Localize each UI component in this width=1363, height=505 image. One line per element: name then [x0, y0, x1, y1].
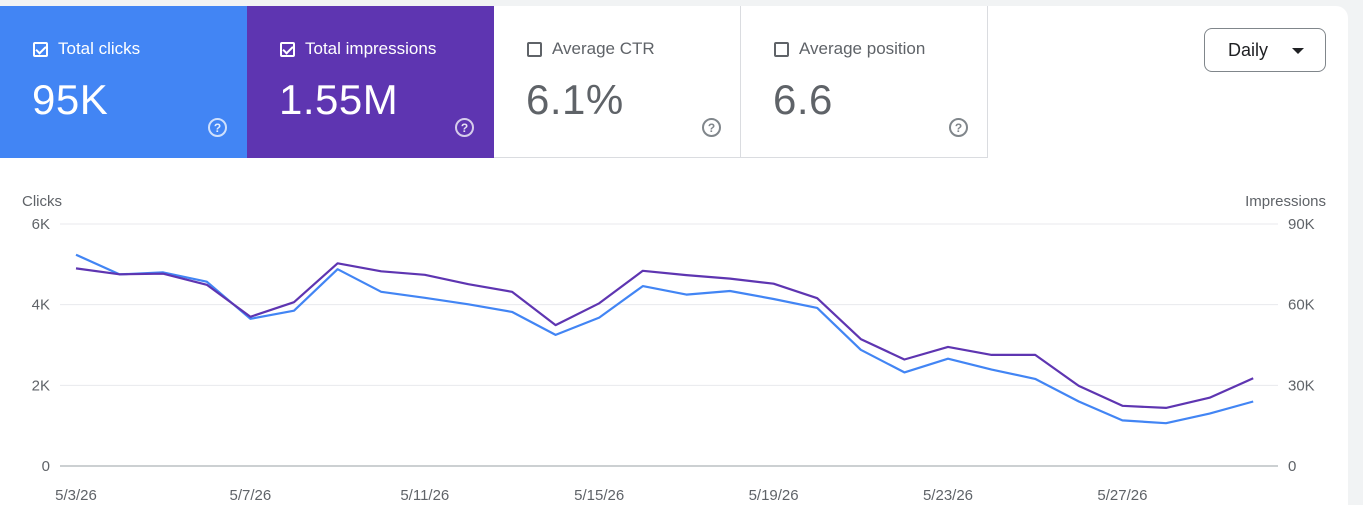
- metric-card-total-impressions[interactable]: Total impressions 1.55M ?: [247, 6, 494, 158]
- metric-label: Total impressions: [305, 39, 437, 58]
- question-circle-icon[interactable]: ?: [949, 118, 968, 137]
- left-tick-label: 2K: [32, 377, 50, 394]
- metric-value: 6.6: [773, 76, 833, 123]
- right-tick-label: 90K: [1288, 216, 1315, 233]
- question-circle-icon[interactable]: ?: [208, 118, 227, 137]
- right-tick-label: 30K: [1288, 377, 1315, 394]
- x-tick-label: 5/19/26: [749, 487, 799, 504]
- performance-chart: Clicks Impressions 6K 90K 4K 60K 2K 30K 0 0 5/3/…: [22, 193, 1326, 504]
- metric-value: 6.1%: [526, 76, 624, 123]
- question-circle-icon[interactable]: ?: [455, 118, 474, 137]
- series-line-total-impressions: [75, 262, 1254, 409]
- metric-card-total-clicks[interactable]: Total clicks 95K ?: [0, 6, 247, 158]
- checkbox-unchecked-icon[interactable]: [774, 41, 789, 57]
- right-tick-label: 60K: [1288, 297, 1315, 314]
- period-dropdown[interactable]: Daily: [1204, 28, 1326, 72]
- checkbox-checked-icon[interactable]: [33, 41, 48, 57]
- metric-card-average-position[interactable]: Average position 6.6 ?: [741, 6, 988, 158]
- performance-panel: Total clicks 95K ? Total impressions 1.5…: [0, 6, 1348, 505]
- x-tick-label: 5/23/26: [923, 487, 973, 504]
- right-tick-label: 0: [1288, 458, 1296, 475]
- x-tick-label: 5/3/26: [55, 487, 97, 504]
- checkbox-checked-icon[interactable]: [280, 41, 295, 57]
- left-tick-label: 6K: [32, 216, 50, 233]
- metric-label: Average CTR: [552, 39, 655, 58]
- left-tick-label: 0: [42, 458, 50, 475]
- metric-label: Total clicks: [58, 39, 141, 58]
- x-tick-label: 5/15/26: [574, 487, 624, 504]
- checkbox-unchecked-icon[interactable]: [527, 41, 542, 57]
- series-line-total-clicks: [75, 253, 1254, 425]
- left-tick-label: 4K: [32, 297, 50, 314]
- left-axis-label: Clicks: [22, 193, 62, 210]
- x-tick-label: 5/27/26: [1097, 487, 1147, 504]
- x-tick-label: 5/7/26: [230, 487, 272, 504]
- question-circle-icon[interactable]: ?: [702, 118, 721, 137]
- metric-value: 95K: [32, 76, 109, 123]
- right-axis-label: Impressions: [1245, 193, 1326, 210]
- x-tick-label: 5/11/26: [400, 487, 449, 504]
- metric-label: Average position: [799, 39, 926, 58]
- caret-down-icon: [1292, 48, 1304, 54]
- period-dropdown-label: Daily: [1228, 39, 1269, 60]
- metric-cards: Total clicks 95K ? Total impressions 1.5…: [0, 6, 988, 158]
- metric-value: 1.55M: [279, 76, 399, 123]
- metric-card-average-ctr[interactable]: Average CTR 6.1% ?: [494, 6, 741, 158]
